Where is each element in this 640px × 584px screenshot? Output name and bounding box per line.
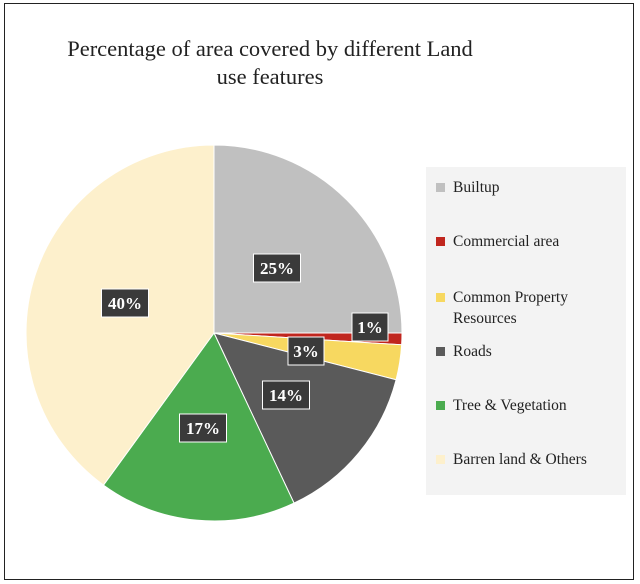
legend-item-3: Roads bbox=[436, 341, 623, 362]
legend-label-1: Commercial area bbox=[453, 233, 560, 250]
legend-label-5: Barren land & Others bbox=[453, 451, 587, 468]
legend-swatch-3 bbox=[436, 347, 445, 356]
legend-swatch-2 bbox=[436, 293, 445, 302]
data-label-1: 1% bbox=[351, 312, 389, 342]
data-label-0: 25% bbox=[253, 253, 301, 283]
pie-slice-3 bbox=[213, 332, 397, 504]
chart-title: Percentage of area covered by different … bbox=[20, 35, 520, 91]
legend-swatch-4 bbox=[436, 401, 445, 410]
data-label-box-2 bbox=[287, 336, 325, 366]
data-label-text-5: 40% bbox=[108, 294, 142, 313]
data-label-box-1 bbox=[351, 312, 389, 342]
legend-label-0: Builtup bbox=[453, 179, 500, 196]
legend-label-3: Roads bbox=[453, 343, 492, 360]
data-label-text-1: 1% bbox=[357, 318, 383, 337]
data-label-2: 3% bbox=[287, 336, 325, 366]
legend-label-2: Common Property Resources bbox=[453, 289, 568, 327]
data-label-text-2: 3% bbox=[293, 342, 319, 361]
legend-item-2: Common Property Resources bbox=[436, 287, 623, 329]
data-label-text-3: 14% bbox=[269, 386, 303, 405]
legend-label-4: Tree & Vegetation bbox=[453, 397, 567, 414]
legend-swatch-5 bbox=[436, 455, 445, 464]
pie-slice-0 bbox=[213, 144, 403, 334]
data-label-5: 40% bbox=[101, 288, 149, 318]
data-label-box-4 bbox=[179, 413, 227, 443]
legend-item-1: Commercial area bbox=[436, 231, 623, 252]
chart-title-line-1: Percentage of area covered by different … bbox=[67, 36, 473, 61]
data-label-text-0: 25% bbox=[260, 259, 294, 278]
legend-item-5: Barren land & Others bbox=[436, 449, 623, 470]
chart-title-line-2: use features bbox=[216, 64, 324, 89]
legend-swatch-0 bbox=[436, 183, 445, 192]
data-label-text-4: 17% bbox=[186, 419, 220, 438]
data-label-box-0 bbox=[253, 253, 301, 283]
data-label-box-5 bbox=[101, 288, 149, 318]
data-label-4: 17% bbox=[179, 413, 227, 443]
data-label-box-3 bbox=[262, 380, 310, 410]
chart-legend: Builtup Commercial area Common Property Re… bbox=[426, 167, 626, 495]
legend-item-4: Tree & Vegetation bbox=[436, 395, 623, 416]
legend-swatch-1 bbox=[436, 237, 445, 246]
data-label-3: 14% bbox=[262, 380, 310, 410]
legend-item-0: Builtup bbox=[436, 177, 623, 198]
